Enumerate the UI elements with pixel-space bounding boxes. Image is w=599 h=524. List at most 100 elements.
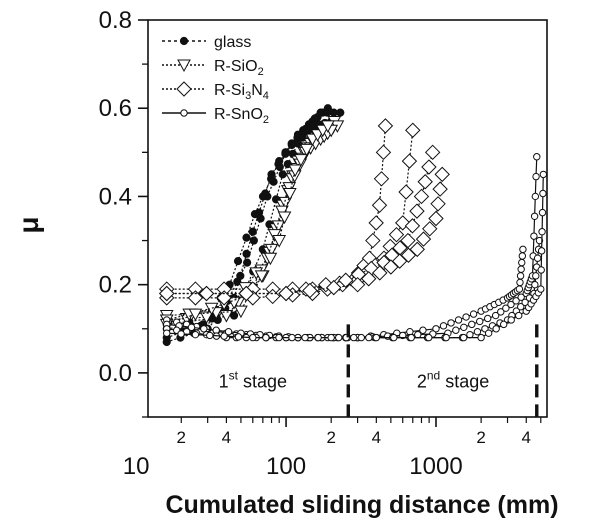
data-point-glass: [249, 236, 258, 245]
series-line-r-si3n4: [166, 125, 386, 290]
stage-label-number: 1: [219, 372, 229, 392]
data-point-r-si3n4: [413, 188, 430, 205]
data-point-glass: [229, 311, 239, 320]
data-point-r-sno2: [407, 333, 415, 342]
data-point-r-sno2: [517, 293, 525, 301]
legend-marker-r-sno2: [180, 109, 188, 117]
x-minor-tick-label: 2: [476, 428, 485, 447]
y-axis-label: μ: [13, 216, 44, 233]
data-point-glass: [233, 257, 243, 266]
data-point-r-si3n4: [405, 122, 421, 138]
data-point-r-sno2: [499, 320, 508, 329]
stage-label: 2nd stage: [417, 369, 489, 392]
data-point-r-si3n4: [198, 285, 215, 302]
data-point-r-sio2: [263, 252, 278, 266]
data-point-glass: [242, 233, 251, 242]
data-point-r-si3n4: [302, 282, 318, 299]
data-point-r-sno2: [432, 325, 440, 333]
series-r-si3n4: [159, 118, 450, 306]
data-point-r-sno2: [476, 317, 484, 326]
data-point-r-sno2: [439, 322, 448, 330]
data-point-r-si3n4: [434, 166, 450, 183]
data-point-r-si3n4: [338, 272, 354, 288]
data-point-r-si3n4: [400, 232, 416, 249]
data-point-r-sio2: [277, 211, 292, 225]
data-point-r-si3n4: [371, 197, 388, 213]
data-point-r-sno2: [335, 333, 343, 342]
data-point-r-sio2: [299, 143, 314, 157]
data-point-r-sno2: [442, 333, 450, 342]
data-point-glass: [278, 170, 287, 179]
data-point-r-sno2: [515, 285, 524, 293]
annotations: 1st stage 2nd stage: [219, 324, 539, 417]
data-point-r-si3n4: [404, 218, 421, 234]
data-point-r-sio2: [254, 270, 269, 283]
x-tick-label: 100: [266, 453, 306, 480]
legend: glass R-SiO2 R-Si3N4 R-SnO2: [162, 34, 269, 126]
data-point-r-sno2: [516, 272, 525, 280]
y-tick-label: 0.6: [99, 95, 132, 122]
data-point-r-sno2: [539, 189, 547, 198]
y-tick-label: 0.2: [99, 272, 132, 299]
data-point-r-sno2: [275, 333, 283, 342]
series-layer: [159, 104, 548, 347]
data-point-r-sno2: [535, 236, 544, 245]
data-point-r-si3n4: [372, 265, 388, 281]
data-point-r-si3n4: [360, 271, 377, 287]
data-point-r-sno2: [530, 232, 538, 240]
data-point-r-si3n4: [401, 153, 418, 169]
data-point-r-sno2: [357, 333, 365, 342]
data-point-r-sno2: [200, 325, 208, 333]
data-point-r-sio2: [321, 120, 335, 133]
data-point-glass: [281, 148, 290, 157]
data-point-r-sno2: [220, 332, 228, 340]
data-point-glass: [336, 108, 345, 117]
data-point-r-si3n4: [349, 276, 366, 293]
x-axis-label: Cumulated sliding distance (mm): [165, 491, 558, 519]
data-point-r-sno2: [477, 333, 485, 342]
data-point-r-sno2: [484, 329, 493, 337]
data-point-glass: [248, 227, 257, 236]
x-minor-tick-label: 2: [326, 428, 335, 447]
data-point-r-sno2: [537, 285, 545, 293]
data-point-r-sno2: [314, 333, 322, 342]
data-point-r-sno2: [491, 311, 500, 320]
data-point-r-sno2: [390, 333, 398, 342]
data-point-glass: [310, 114, 319, 123]
data-point-r-sno2: [497, 308, 505, 316]
data-point-r-sno2: [468, 320, 476, 329]
data-point-r-sno2: [365, 333, 373, 342]
data-point-r-si3n4: [238, 285, 254, 302]
data-point-glass: [258, 192, 268, 201]
data-point-r-sno2: [533, 153, 541, 161]
data-point-r-sno2: [517, 303, 525, 311]
data-point-r-sno2: [262, 333, 270, 342]
data-point-r-sno2: [537, 247, 546, 255]
x-minor-tick-label: 4: [222, 428, 231, 447]
data-point-r-si3n4: [428, 210, 444, 227]
stage-label-ordinal: st: [229, 369, 239, 383]
data-point-glass: [243, 258, 252, 267]
data-point-r-sno2: [399, 331, 407, 340]
data-point-r-sno2: [530, 212, 539, 220]
data-point-r-sio2: [272, 235, 287, 248]
stage-label-number: 2: [417, 372, 427, 392]
axis-layer: 0.0 0.2 0.4 0.6 0.8 10 100 1000 2 4 2 4 2 4 Cumulated …: [13, 7, 559, 519]
data-point-r-sno2: [517, 265, 525, 273]
y-tick-label: 0.0: [99, 360, 132, 387]
data-point-r-sno2: [537, 266, 545, 274]
data-point-r-si3n4: [415, 231, 432, 247]
data-point-r-sno2: [533, 254, 542, 262]
x-tick-label: 1000: [409, 453, 462, 480]
data-point-r-sno2: [177, 330, 185, 338]
data-point-r-sno2: [425, 333, 433, 342]
data-point-r-si3n4: [216, 290, 232, 306]
data-point-r-si3n4: [278, 285, 294, 302]
plot-area-border: [147, 19, 548, 418]
data-point-r-si3n4: [417, 174, 433, 190]
x-minor-tick-label: 4: [522, 428, 531, 447]
series-line-glass: [166, 107, 329, 343]
data-point-r-sno2: [518, 258, 526, 267]
data-point-r-sno2: [454, 316, 463, 324]
